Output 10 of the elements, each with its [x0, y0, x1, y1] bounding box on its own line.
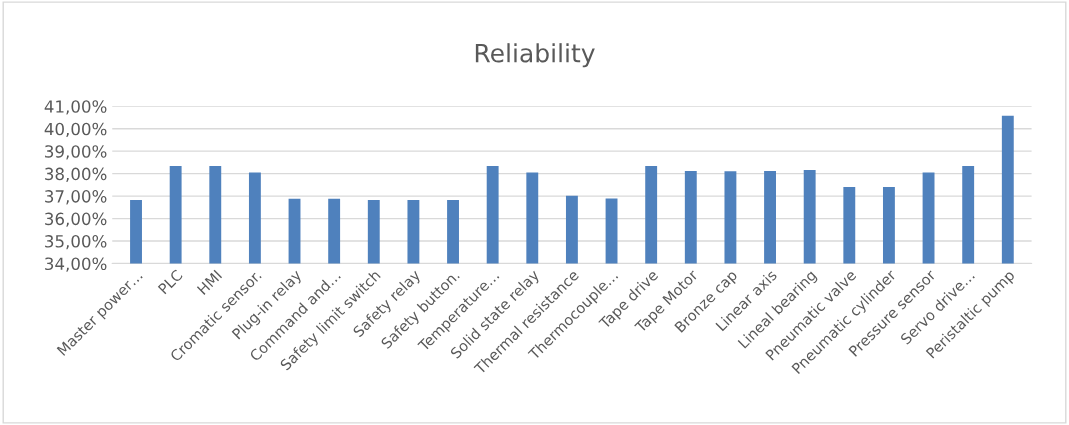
- chart-title: Reliability: [475, 43, 595, 68]
- y-tick-label: 36,00%: [45, 212, 107, 227]
- y-tick-label: 38,00%: [45, 167, 107, 182]
- y-tick-label: 34,00%: [45, 257, 107, 272]
- y-tick-label: 39,00%: [45, 145, 107, 160]
- y-tick-label: 35,00%: [45, 235, 107, 250]
- x-tick-label: PLC: [157, 269, 184, 295]
- y-tick-label: 40,00%: [44, 122, 107, 137]
- y-tick-label: 37,00%: [45, 190, 107, 205]
- y-tick-label: 41,00%: [44, 100, 107, 115]
